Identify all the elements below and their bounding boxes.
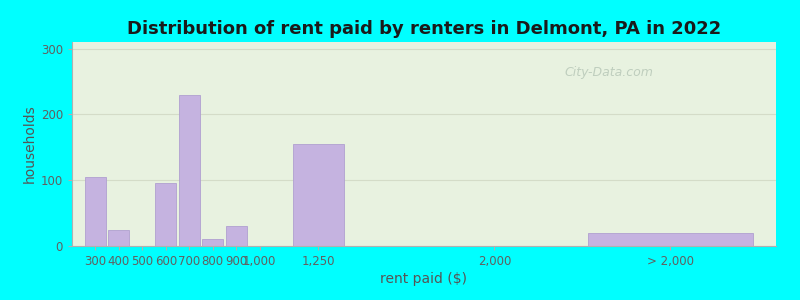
Bar xyxy=(108,230,130,246)
X-axis label: rent paid ($): rent paid ($) xyxy=(381,272,467,286)
Title: Distribution of rent paid by renters in Delmont, PA in 2022: Distribution of rent paid by renters in … xyxy=(127,20,721,38)
Text: City-Data.com: City-Data.com xyxy=(565,66,654,79)
Bar xyxy=(202,239,223,246)
Bar xyxy=(155,184,177,246)
Y-axis label: households: households xyxy=(22,105,37,183)
Bar xyxy=(588,233,753,246)
Bar xyxy=(226,226,247,246)
Bar xyxy=(85,177,106,246)
Bar xyxy=(293,144,344,246)
Bar xyxy=(178,94,200,246)
